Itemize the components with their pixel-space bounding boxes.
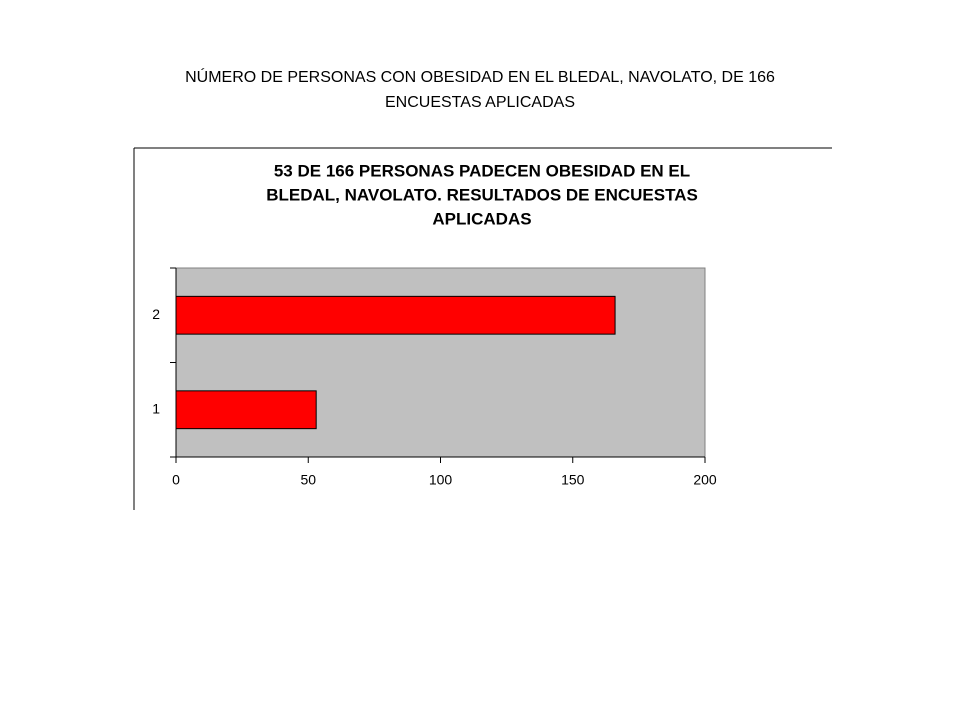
bar [175, 295, 616, 335]
bar [175, 390, 317, 430]
x-tick-label: 0 [172, 472, 180, 488]
slide-title: NÚMERO DE PERSONAS CON OBESIDAD EN EL BL… [185, 67, 775, 86]
slide-title: ENCUESTAS APLICADAS [385, 94, 575, 111]
chart-title: APLICADAS [432, 209, 531, 228]
x-tick-label: 50 [300, 472, 316, 488]
x-tick-label: 100 [429, 472, 453, 488]
x-tick-label: 200 [693, 472, 717, 488]
y-tick-label: 2 [152, 306, 160, 322]
chart-title: BLEDAL, NAVOLATO. RESULTADOS DE ENCUESTA… [266, 185, 698, 204]
chart-title: 53 DE 166 PERSONAS PADECEN OBESIDAD EN E… [274, 161, 690, 180]
y-tick-label: 1 [152, 400, 160, 416]
x-tick-label: 150 [561, 472, 585, 488]
